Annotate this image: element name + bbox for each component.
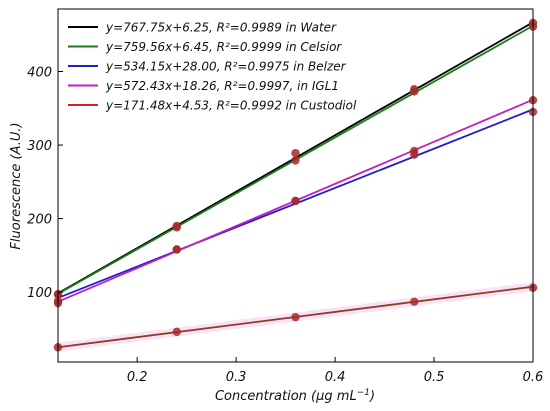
legend-label-2: y=759.56x+6.45, R²=0.9999 in Celsior: [105, 40, 342, 54]
x-tick-label: 0.5: [424, 370, 445, 385]
data-point-s4-2: [172, 245, 181, 254]
plot-frame: [57, 8, 534, 363]
x-tick-label: 0.6: [523, 370, 544, 385]
x-tick-label: 0.2: [127, 370, 148, 385]
y-tick-label: 100: [27, 286, 52, 301]
y-axis-ticks: 100 200 300 400: [27, 66, 63, 301]
data-point-s1-3: [291, 148, 300, 158]
data-point-s5-3: [291, 312, 300, 322]
data-point-s2-4: [410, 87, 419, 96]
y-tick-label: 300: [27, 139, 52, 154]
legend-label-4: y=572.43x+18.26, R²=0.9997, in IGL1: [105, 79, 339, 93]
legend-label-1: y=767.75x+6.25, R²=0.9989 in Water: [105, 21, 337, 35]
x-tick-label: 0.3: [226, 370, 247, 385]
x-axis-title: Concentration (μg mL−1): [215, 388, 375, 404]
data-point-s4-4: [410, 146, 419, 156]
x-axis-ticks: 0.2 0.3 0.4 0.5 0.6: [127, 357, 544, 385]
data-point-s2-3: [291, 156, 300, 165]
x-tick-label: 0.4: [325, 370, 346, 385]
data-point-s5-2: [172, 327, 181, 337]
data-point-s2-2: [172, 223, 181, 232]
legend-label-3: y=534.15x+28.00, R²=0.9975 in Belzer: [105, 60, 347, 74]
data-point-s4-3: [291, 196, 300, 206]
legend: y=767.75x+6.25, R²=0.9989 in Water y=759.…: [68, 21, 357, 113]
y-tick-label: 200: [27, 213, 52, 228]
data-point-s5-4: [410, 297, 419, 306]
y-tick-label: 400: [27, 66, 52, 81]
legend-label-5: y=171.48x+4.53, R²=0.9992 in Custodiol: [105, 99, 357, 113]
y-axis-title: Fluorescence (A.U.): [9, 122, 24, 249]
